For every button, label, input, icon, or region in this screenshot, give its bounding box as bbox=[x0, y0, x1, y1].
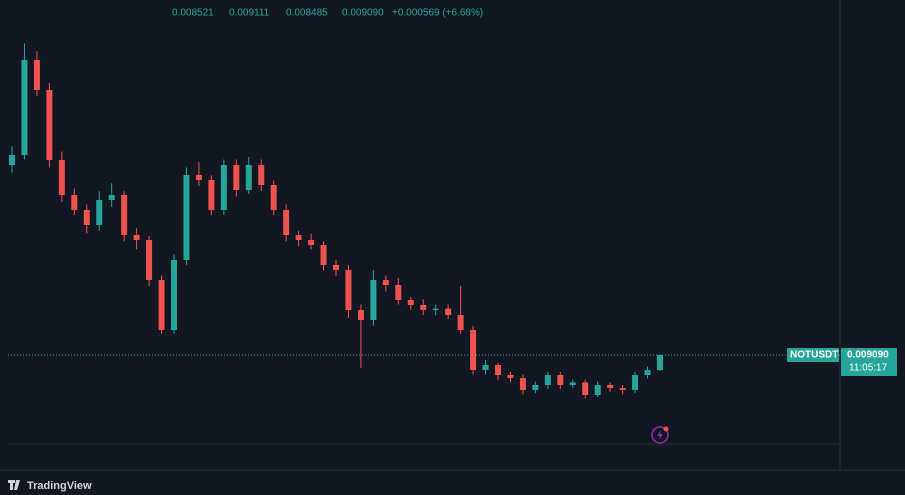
close-label: 0.009090 bbox=[342, 8, 384, 19]
candle-body bbox=[58, 159, 65, 196]
low-label: 0.008485 bbox=[286, 8, 328, 19]
alert-icon bbox=[651, 426, 669, 444]
candle-body bbox=[582, 382, 589, 396]
candle-body bbox=[258, 165, 265, 186]
symbol-tag bbox=[787, 348, 839, 363]
candle-body bbox=[569, 382, 576, 386]
candle-body bbox=[320, 245, 327, 266]
candle-body bbox=[283, 209, 290, 236]
candle-body bbox=[420, 305, 427, 310]
ohlc-legend: 0.008521 0.009111 0.008485 0.009090 +0.0… bbox=[172, 8, 483, 19]
candle-body bbox=[158, 279, 165, 330]
candle-body bbox=[9, 155, 15, 166]
candle-body bbox=[557, 375, 564, 386]
candle-body bbox=[382, 279, 389, 286]
candle-body bbox=[96, 199, 103, 226]
candle-body bbox=[133, 235, 140, 240]
high-label: 0.009111 bbox=[229, 8, 270, 19]
candle-body bbox=[544, 375, 551, 386]
candle-body bbox=[594, 385, 601, 396]
alert-circle bbox=[651, 426, 669, 444]
candle-body bbox=[270, 185, 277, 210]
change-label: +0.000569 (+6.68%) bbox=[392, 8, 483, 19]
candle-body bbox=[370, 279, 377, 320]
candle-body bbox=[619, 388, 626, 391]
candle-body bbox=[457, 315, 464, 330]
candle-body bbox=[395, 285, 402, 300]
candle-body bbox=[644, 370, 651, 376]
candle-body bbox=[632, 375, 639, 391]
alert-bolt bbox=[657, 430, 663, 440]
candle-body bbox=[71, 195, 78, 210]
alert-dot bbox=[663, 426, 669, 432]
open-label: 0.008521 bbox=[172, 8, 214, 19]
candle-body bbox=[470, 329, 477, 371]
candle-body bbox=[308, 239, 315, 246]
candle-body bbox=[220, 165, 227, 210]
candle-body bbox=[407, 299, 414, 306]
candle-body bbox=[108, 195, 115, 200]
symbol-label: NOTUSDT bbox=[790, 350, 838, 361]
price-label: 0.009090 bbox=[847, 350, 889, 361]
logo: TradingView bbox=[8, 480, 92, 492]
candle-body bbox=[432, 308, 439, 310]
candle-body bbox=[183, 175, 190, 260]
candle-body bbox=[507, 375, 514, 379]
candle-body bbox=[482, 365, 489, 371]
candle-body bbox=[245, 165, 252, 190]
candle-body bbox=[195, 175, 202, 180]
candle-body bbox=[33, 60, 40, 90]
candle-body bbox=[208, 179, 215, 210]
candle-body bbox=[519, 378, 526, 391]
brand: TradingView bbox=[27, 480, 92, 492]
countdown-label: 11:05:17 bbox=[849, 363, 888, 374]
candle-body bbox=[83, 209, 90, 226]
candle-body bbox=[495, 365, 501, 376]
candle-body bbox=[146, 239, 153, 280]
candle-body bbox=[357, 309, 364, 320]
candle-body bbox=[46, 89, 53, 160]
candle-body bbox=[607, 385, 614, 389]
candle-body bbox=[121, 195, 128, 236]
candle-body bbox=[657, 355, 663, 371]
candle-body bbox=[295, 235, 302, 240]
candle-body bbox=[345, 269, 352, 310]
candle-body bbox=[532, 385, 539, 391]
candle-body bbox=[21, 60, 28, 156]
candle-body bbox=[333, 265, 339, 270]
candle-body bbox=[171, 259, 177, 330]
candle-body bbox=[233, 165, 240, 190]
logo-icon bbox=[8, 480, 20, 490]
candle-body bbox=[445, 308, 452, 316]
price-tag bbox=[841, 348, 897, 377]
